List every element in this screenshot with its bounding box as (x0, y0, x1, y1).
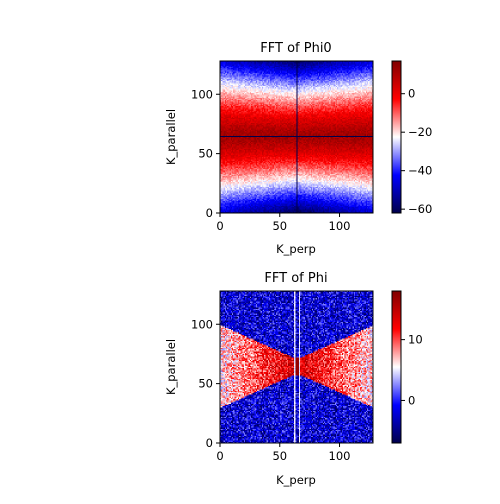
y-tick-label: 100 (191, 317, 213, 331)
y-axis-label: K_parallel (164, 339, 178, 395)
chart-title: FFT of Phi0 (260, 41, 331, 56)
plot-frame (219, 60, 374, 214)
colorbar-ticks: 0 −20 −40 −60 (401, 87, 432, 216)
x-tick-label: 50 (272, 449, 287, 463)
colorbar-ticks: 10 0 (401, 333, 423, 407)
y-tick-label: 0 (206, 436, 213, 450)
y-axis-label: K_parallel (164, 109, 178, 165)
colorbar-tick-label: 0 (408, 87, 415, 101)
x-tick-label: 0 (216, 449, 223, 463)
heatmap-image-phi0 (220, 61, 373, 213)
x-tick-label: 0 (216, 219, 223, 233)
y-tick-label: 50 (198, 147, 213, 161)
colorbar (391, 290, 402, 444)
x-axis-label: K_perp (276, 473, 316, 487)
axis-ticks: 0 50 100 0 50 100 (191, 87, 350, 233)
heatmap-image-phi (220, 291, 373, 443)
colorbar-tick-label: −20 (408, 125, 432, 139)
y-tick-label: 100 (191, 87, 213, 101)
colorbar-tick-label: −40 (408, 164, 432, 178)
x-axis-label: K_perp (276, 242, 316, 256)
colorbar-tick-label: −60 (408, 202, 432, 216)
x-tick-label: 50 (272, 219, 287, 233)
x-tick-label: 100 (329, 449, 351, 463)
panel-fft-phi: FFT of Phi 0 50 100 0 50 100 K_perp K_paralle… (164, 271, 423, 487)
panel-fft-phi0: FFT of Phi0 0 50 100 0 50 100 K_perp K_parall… (164, 41, 432, 256)
y-tick-label: 50 (198, 377, 213, 391)
colorbar (391, 60, 402, 214)
axis-ticks: 0 50 100 0 50 100 (191, 317, 350, 463)
x-tick-label: 100 (329, 219, 351, 233)
plot-frame (219, 290, 374, 444)
chart-title: FFT of Phi (264, 271, 327, 286)
colorbar-tick-label: 0 (408, 393, 415, 407)
colorbar-tick-label: 10 (408, 333, 423, 347)
y-tick-label: 0 (206, 206, 213, 220)
